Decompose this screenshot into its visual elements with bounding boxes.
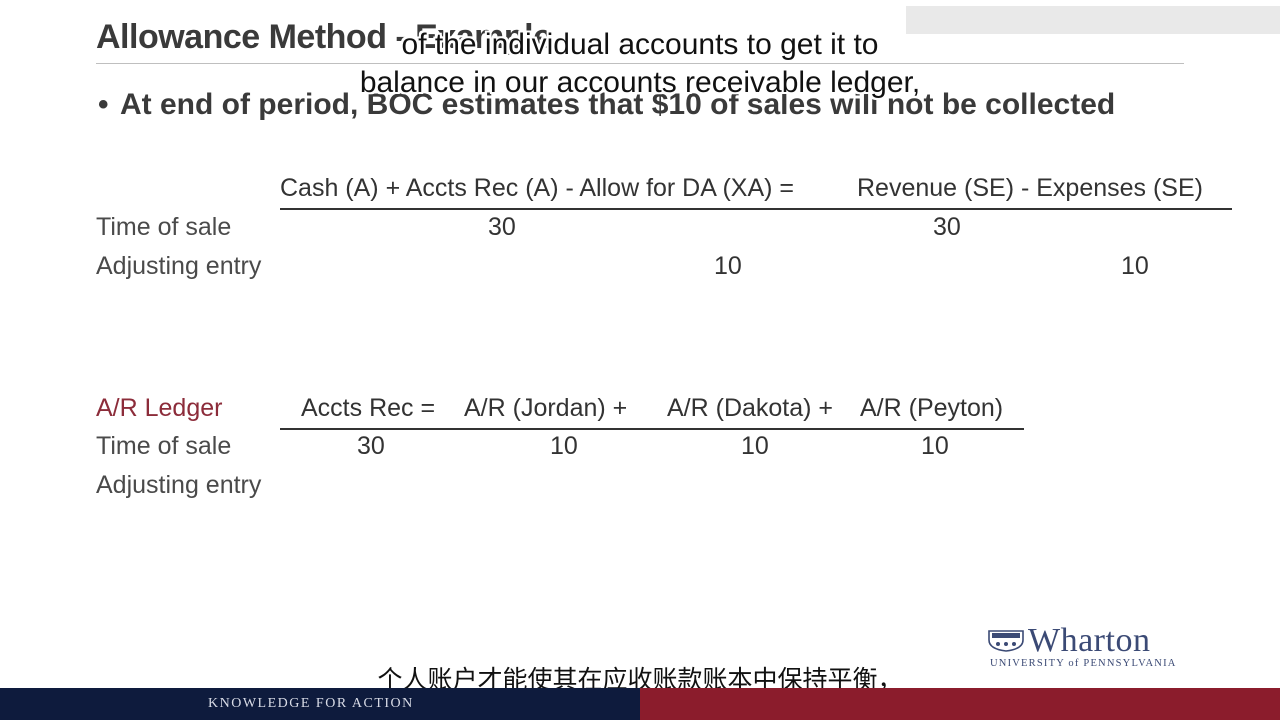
- subtitle-english-line-2: balance in our accounts receivable ledge…: [359, 66, 921, 99]
- equation-expenses-value: 10: [1121, 252, 1149, 280]
- title-divider: [96, 63, 1184, 64]
- bullet-dot-icon: •: [98, 88, 109, 121]
- equation-header-left: Cash (A) + Accts Rec (A) - Allow for DA …: [280, 174, 795, 202]
- equation-header-right: Revenue (SE) - Expenses (SE): [857, 174, 1203, 202]
- ledger-peyton-value: 10: [921, 432, 949, 460]
- equation-allowance-value: 10: [714, 252, 742, 280]
- footer-band-navy: KNOWLEDGE FOR ACTION: [0, 688, 640, 720]
- ledger-label: A/R Ledger: [96, 394, 223, 422]
- equation-row-label-time-of-sale: Time of sale: [96, 213, 232, 241]
- slide-title: Allowance Method - Example: [96, 18, 552, 56]
- footer-band-crimson: [640, 688, 1280, 720]
- equation-row-label-adjusting-entry: Adjusting entry: [96, 252, 262, 280]
- ledger-dakota-value: 10: [741, 432, 769, 460]
- ledger-header-rule: [280, 428, 1024, 430]
- bullet-text: At end of period, BOC estimates that $10…: [120, 88, 1116, 121]
- ledger-header-jordan: A/R (Jordan) +: [464, 394, 628, 422]
- ledger-row-label-time-of-sale: Time of sale: [96, 432, 232, 460]
- equation-cash-value: 30: [488, 213, 516, 241]
- ledger-accts-rec-value: 30: [357, 432, 385, 460]
- subtitle-overlay-box: [906, 6, 1280, 34]
- shield-icon: [988, 630, 1024, 652]
- equation-header-rule: [280, 208, 1232, 210]
- wharton-logo: Wharton UNIVERSITY of PENNSYLVANIA: [988, 622, 1190, 672]
- logo-subtitle: UNIVERSITY of PENNSYLVANIA: [990, 658, 1177, 669]
- bullet-point: • At end of period, BOC estimates that $1…: [98, 88, 1115, 122]
- logo-wordmark: Wharton: [1028, 622, 1151, 659]
- footer-tagline: KNOWLEDGE FOR ACTION: [208, 696, 414, 711]
- ledger-header-dakota: A/R (Dakota) +: [667, 394, 834, 422]
- ledger-row-label-adjusting-entry: Adjusting entry: [96, 471, 262, 499]
- ledger-header-accts-rec: Accts Rec =: [301, 394, 436, 422]
- ledger-jordan-value: 10: [550, 432, 578, 460]
- subtitle-english-line-1: of the individual accounts to get it to: [401, 28, 879, 61]
- ledger-header-peyton: A/R (Peyton): [860, 394, 1004, 422]
- equation-revenue-value: 30: [933, 213, 961, 241]
